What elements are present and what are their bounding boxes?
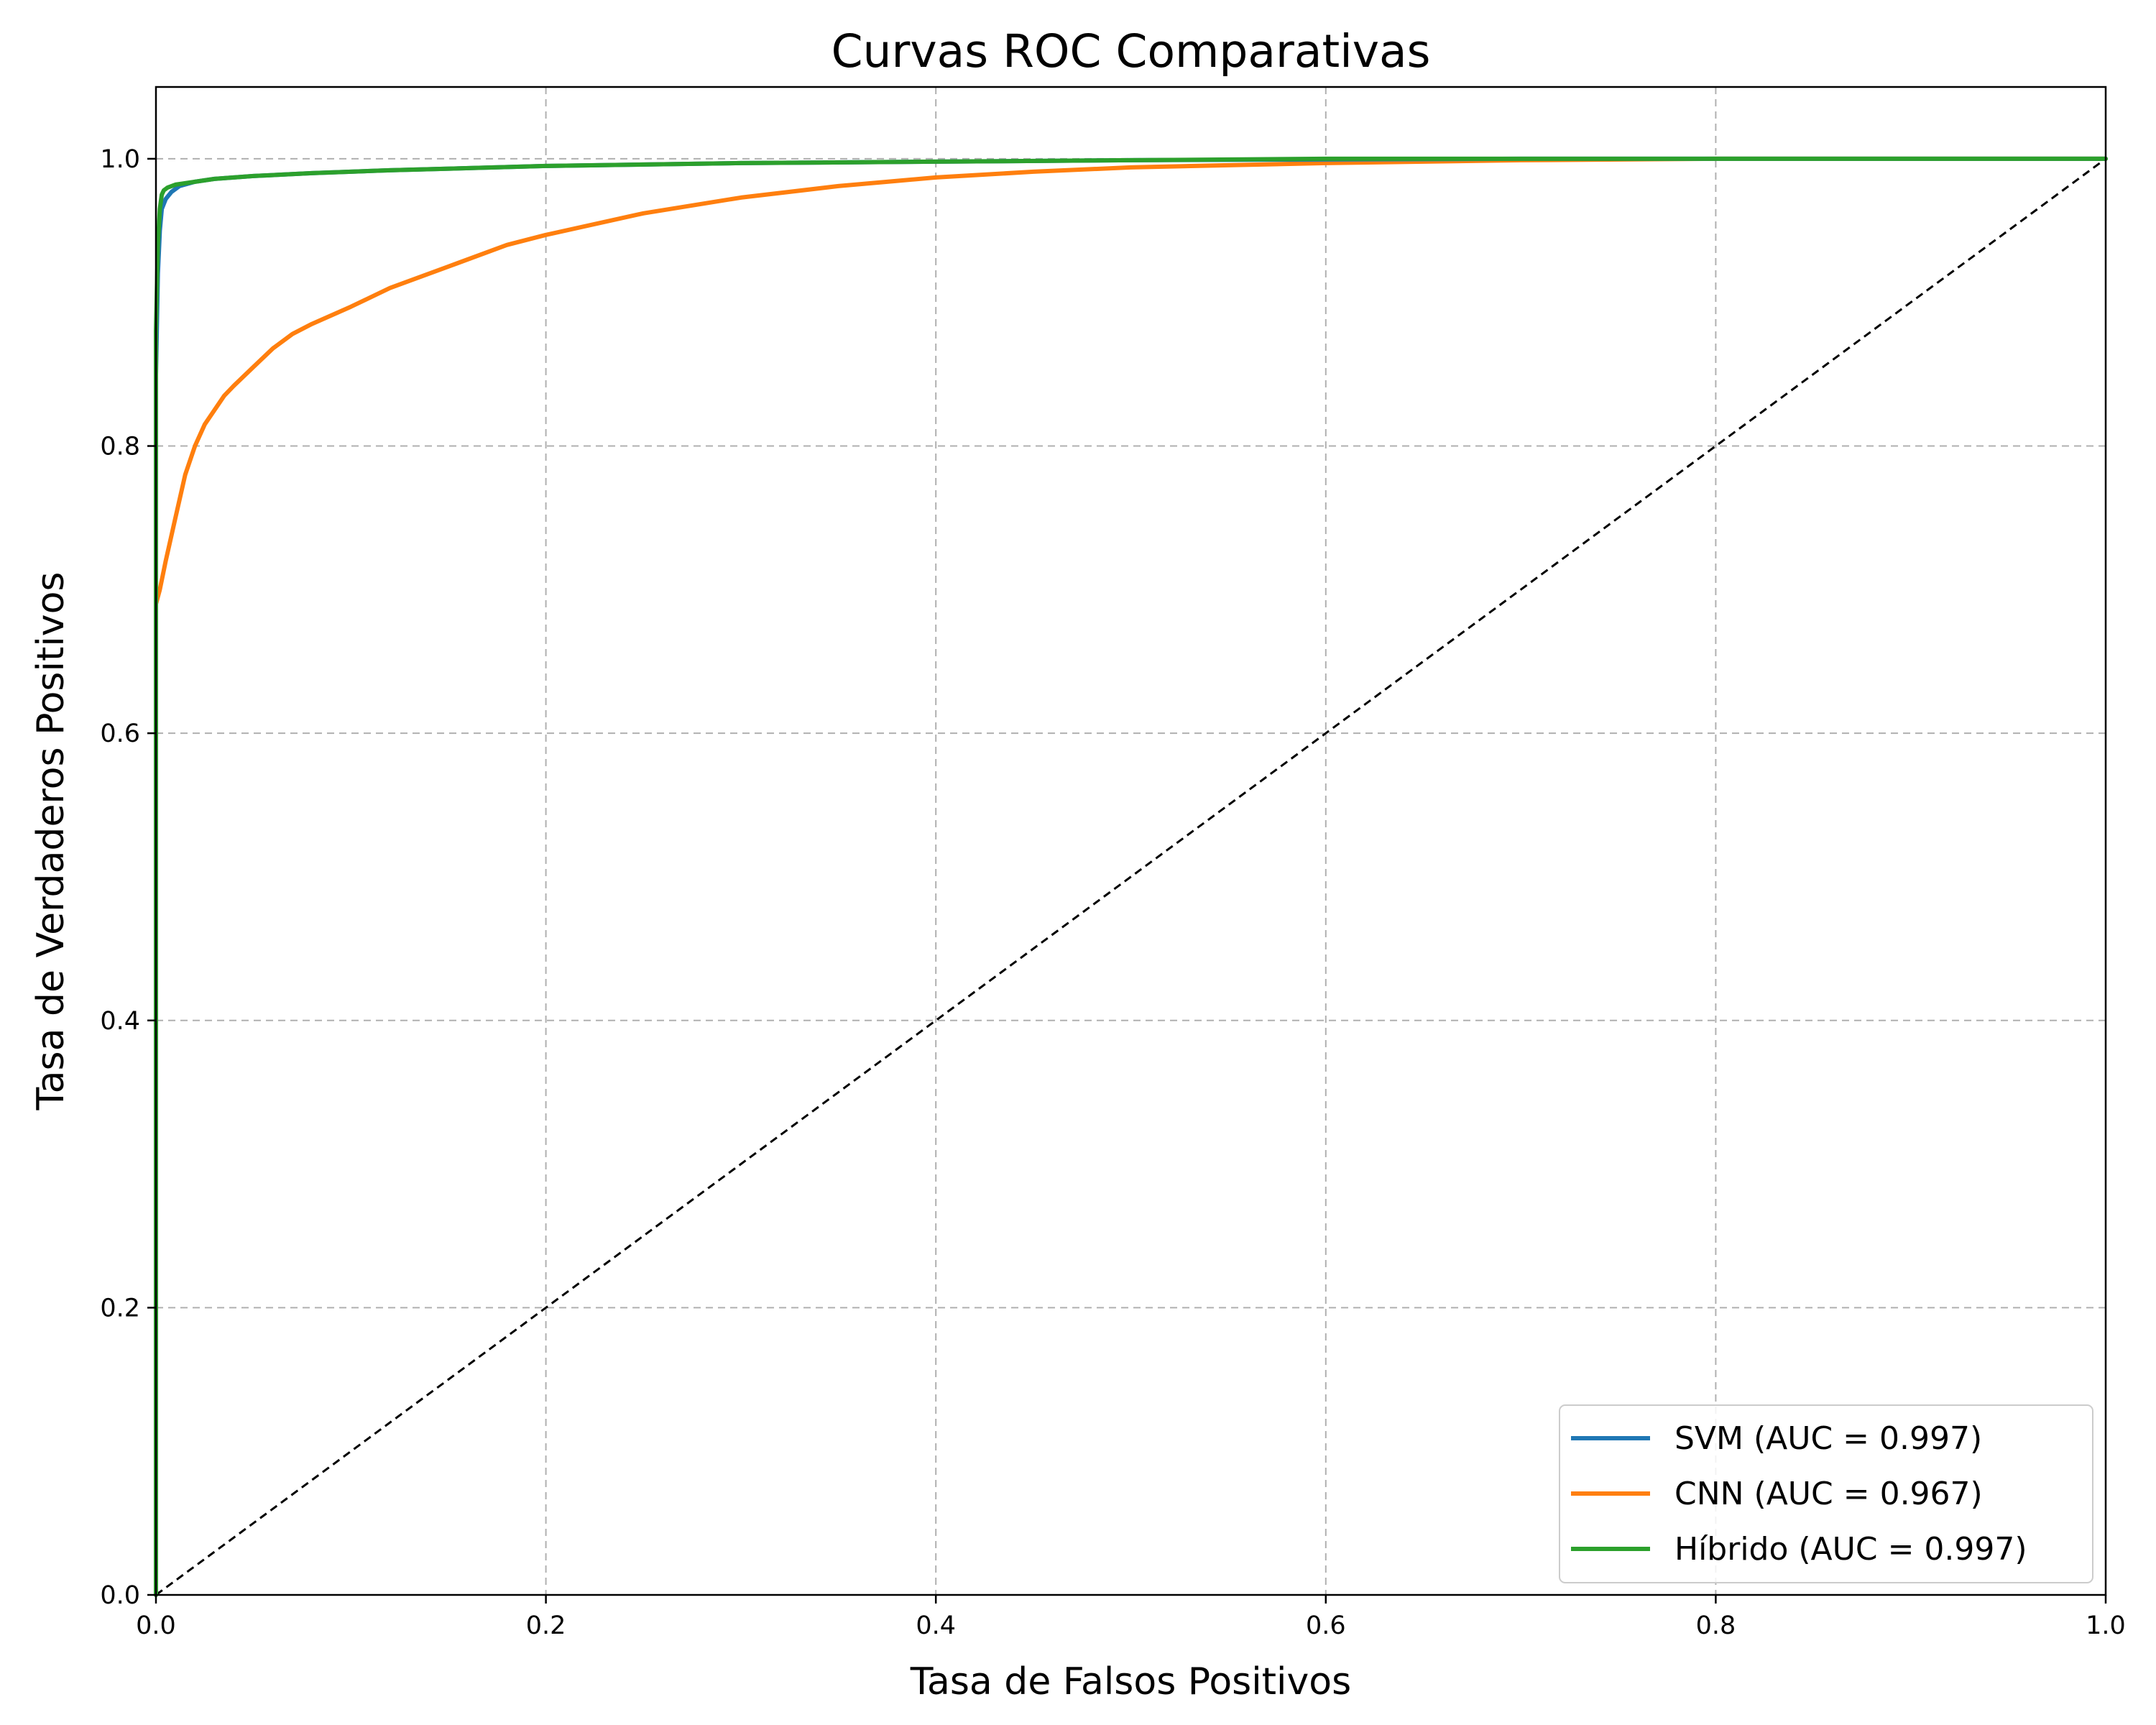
series-line-1 xyxy=(154,156,2108,1597)
legend: SVM (AUC = 0.997) CNN (AUC = 0.967) Híbrid… xyxy=(1559,1404,2093,1583)
x-tick-label: 0.8 xyxy=(1696,1611,1736,1640)
x-tick-label: 0.0 xyxy=(136,1611,176,1640)
legend-label-1: CNN (AUC = 0.967) xyxy=(1674,1476,1983,1512)
legend-box xyxy=(1559,1404,2093,1583)
x-axis-title: Tasa de Falsos Positivos xyxy=(910,1660,1351,1703)
x-tick-label: 0.4 xyxy=(916,1611,956,1640)
y-tick-label: 0.6 xyxy=(100,719,140,748)
grid xyxy=(156,87,2106,1595)
ticks: 0.0 0.2 0.4 0.6 0.8 1.0 0.0 0.2 0.4 0.6 0.8 1.0 xyxy=(100,145,2126,1640)
x-tick-label: 0.6 xyxy=(1306,1611,1346,1640)
series-line-2 xyxy=(154,156,2108,1597)
y-tick-label: 0.4 xyxy=(100,1007,140,1036)
reference-line-group xyxy=(155,157,2106,1596)
y-tick-label: 0.0 xyxy=(100,1581,140,1610)
y-axis-title: Tasa de Verdaderos Positivos xyxy=(29,572,73,1111)
plot-frame xyxy=(155,86,2107,1596)
x-tick-label: 0.2 xyxy=(526,1611,566,1640)
y-tick-label: 0.2 xyxy=(100,1294,140,1322)
y-tick-label: 1.0 xyxy=(100,145,140,174)
legend-label-0: SVM (AUC = 0.997) xyxy=(1674,1420,1982,1457)
x-tick-label: 1.0 xyxy=(2086,1611,2126,1640)
series-group xyxy=(154,156,2108,1597)
legend-label-2: Híbrido (AUC = 0.997) xyxy=(1674,1531,2027,1568)
y-tick-label: 0.8 xyxy=(100,433,140,461)
chart-title: Curvas ROC Comparativas xyxy=(831,25,1431,78)
reference-line xyxy=(155,157,2106,1596)
